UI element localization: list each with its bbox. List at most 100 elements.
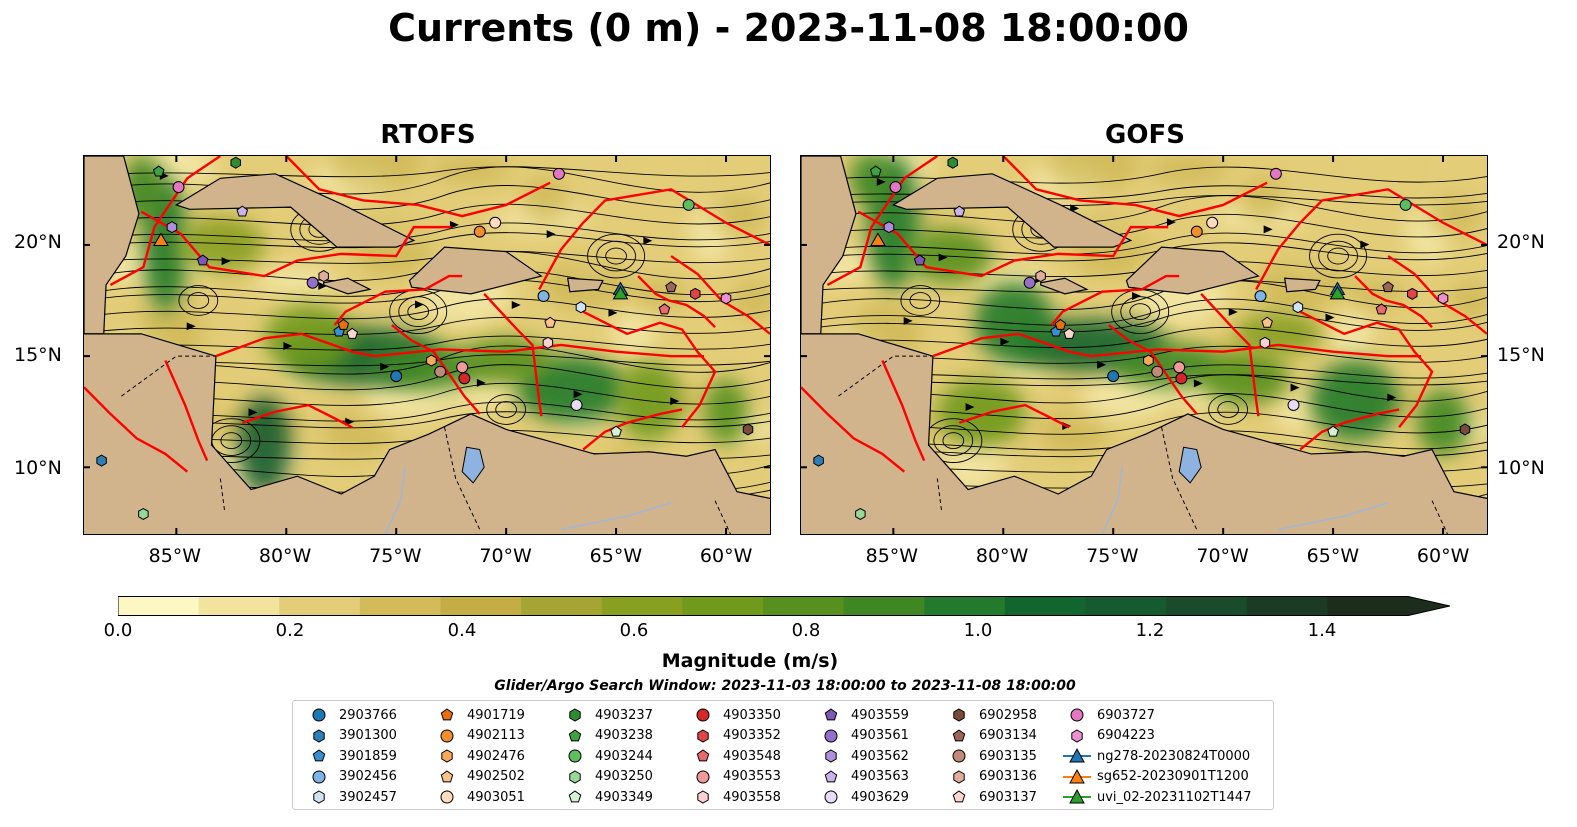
legend-label: 4902476 xyxy=(467,748,525,764)
streamline xyxy=(84,166,770,195)
argo-float-marker xyxy=(665,281,677,293)
eddy-contour xyxy=(909,292,932,309)
streamline xyxy=(801,507,1487,528)
legend-marker-icon xyxy=(568,749,582,763)
colorbar-segment xyxy=(521,596,603,616)
argo-float-marker xyxy=(1407,287,1418,300)
river xyxy=(384,467,406,534)
streamline xyxy=(801,308,1487,333)
eddy-contour xyxy=(187,292,210,309)
colorbar-label: Magnitude (m/s) xyxy=(661,650,839,672)
streamline xyxy=(84,298,770,320)
legend-marker-icon xyxy=(312,770,326,783)
legend-item: uvi_02-20231102T1447 xyxy=(1063,787,1251,807)
legend-item: 4901719 xyxy=(433,705,525,725)
colorbar xyxy=(118,596,1450,616)
eez-boundary xyxy=(801,386,906,473)
streamline xyxy=(84,232,770,249)
argo-float-marker xyxy=(1287,399,1300,412)
streamline-arrow xyxy=(635,479,645,488)
colorbar-segment xyxy=(118,596,200,616)
legend-item: 3901300 xyxy=(305,726,397,746)
eddy-contour xyxy=(1208,394,1249,425)
streamline-arrow xyxy=(538,458,548,467)
argo-float-marker xyxy=(1107,370,1120,383)
legend-label: uvi_02-20231102T1447 xyxy=(1097,789,1252,805)
eez-boundary xyxy=(1002,156,1268,218)
argo-float-marker xyxy=(1399,198,1412,211)
lon-label-gofs: 60°W xyxy=(1416,545,1470,567)
argo-float-marker xyxy=(390,370,403,383)
legend-item: 4903562 xyxy=(817,746,909,766)
legend-marker-icon xyxy=(312,749,326,762)
streamline xyxy=(84,515,770,530)
argo-float-marker xyxy=(434,365,447,378)
colorbar-segment xyxy=(1004,596,1086,616)
argo-float-marker xyxy=(1327,425,1339,437)
streamline-arrow xyxy=(1124,497,1134,499)
legend-item: 2903766 xyxy=(305,705,397,725)
legend-label: 3902457 xyxy=(339,789,397,805)
legend-item: 6903727 xyxy=(1063,705,1155,725)
streamline-arrow xyxy=(643,236,653,245)
argo-float-marker xyxy=(682,198,695,211)
streamline-arrow xyxy=(1166,218,1176,227)
streamline xyxy=(84,166,770,178)
legend-marker-icon xyxy=(313,728,325,743)
legend-marker-icon xyxy=(440,708,454,721)
coastline xyxy=(801,333,1487,499)
eez-boundary xyxy=(1255,188,1487,290)
colorbar-tick-label: 0.6 xyxy=(619,620,649,641)
argo-float-marker xyxy=(1382,281,1394,293)
eddy-contour xyxy=(587,233,646,279)
lake-maracaibo xyxy=(1178,446,1202,484)
legend: 2903766 3901300 3901859 3902456 3902457 49017… xyxy=(292,700,1274,810)
eddy-contour xyxy=(605,247,627,265)
legend-item: 6902958 xyxy=(945,705,1037,725)
eddy-contour xyxy=(596,240,636,272)
legend-marker-icon xyxy=(953,769,965,784)
legend-label: 4903562 xyxy=(851,748,909,764)
legend-marker-icon xyxy=(696,708,710,722)
streamline xyxy=(84,222,770,242)
argo-float-marker xyxy=(458,372,471,385)
current-core xyxy=(1416,389,1470,457)
glider-marker xyxy=(870,232,886,246)
legend-marker-icon xyxy=(440,790,454,804)
argo-float-marker xyxy=(236,205,249,217)
streamline-arrow xyxy=(1000,337,1010,346)
eddy-contour xyxy=(178,285,219,316)
colorbar-tick-label: 0.8 xyxy=(791,620,821,641)
streamline-arrow xyxy=(938,253,948,262)
legend-item: 6903136 xyxy=(945,767,1037,787)
legend-item: 4903250 xyxy=(561,767,653,787)
glider-marker xyxy=(1329,285,1346,300)
streamline-arrow xyxy=(310,486,320,495)
argo-float-marker xyxy=(1023,276,1036,289)
legend-label: 6903135 xyxy=(979,748,1037,764)
legend-marker-icon xyxy=(568,790,582,803)
legend-item: 4903352 xyxy=(689,726,781,746)
legend-label: 4903237 xyxy=(595,707,653,723)
eez-boundary xyxy=(1108,324,1198,415)
streamline-arrow xyxy=(1027,490,1037,499)
legend-label: 3901300 xyxy=(339,728,397,743)
eez-boundary xyxy=(1200,293,1260,417)
legend-item: 4903558 xyxy=(689,787,781,807)
current-core xyxy=(1113,342,1224,388)
eddy-contour xyxy=(407,303,430,321)
argo-float-marker xyxy=(537,290,550,303)
colorbar-tick-label: 0.4 xyxy=(447,620,477,641)
argo-float-marker xyxy=(1459,423,1471,436)
argo-float-marker xyxy=(1269,167,1282,180)
legend-item: 6904223 xyxy=(1063,726,1155,746)
land-mass xyxy=(1283,277,1321,293)
lat-label-right-10n: 10°N xyxy=(1497,457,1545,479)
legend-marker-icon xyxy=(952,749,966,763)
streamline-arrow xyxy=(221,257,231,266)
argo-float-marker xyxy=(883,221,895,234)
lon-label-rtofs: 65°W xyxy=(589,545,643,567)
streamline-arrow xyxy=(965,403,975,412)
country-border xyxy=(838,355,933,397)
streamline xyxy=(801,232,1487,255)
